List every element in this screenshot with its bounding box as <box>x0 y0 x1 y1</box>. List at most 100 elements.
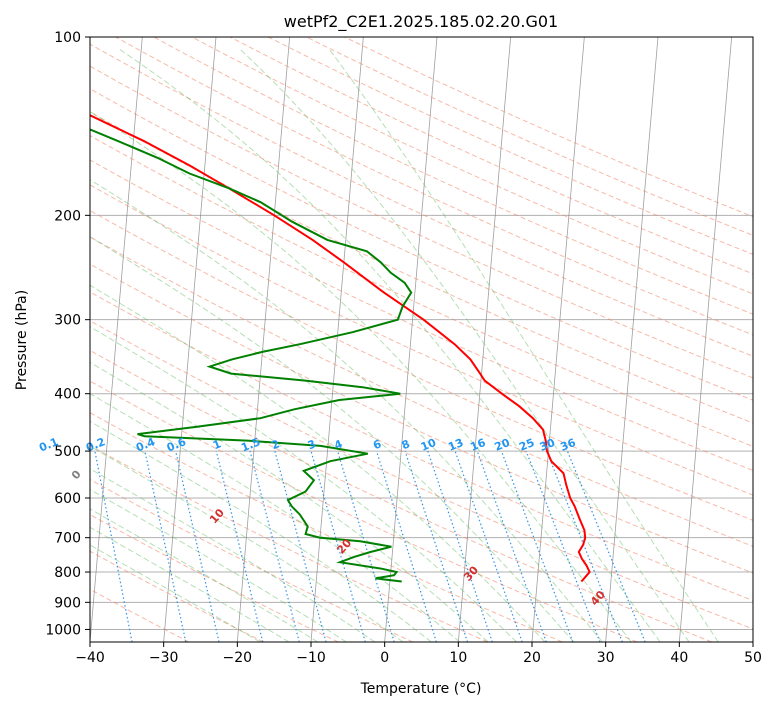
moist-adiabat-line <box>90 361 489 642</box>
mixing-ratio-label: 20 <box>493 436 512 454</box>
dry-adiabat-line <box>344 37 753 218</box>
dry-adiabat-line <box>90 412 563 642</box>
dry-adiabat-line <box>90 88 753 401</box>
y-tick-label: 900 <box>54 595 81 611</box>
moist-adiabat-line <box>90 526 290 642</box>
isotherm-line <box>384 37 438 642</box>
y-tick-label: 200 <box>54 208 81 224</box>
moist-adiabat-line <box>90 445 404 642</box>
dry-adiabat-line <box>306 37 753 236</box>
mixing-ratio-label: 13 <box>446 436 465 454</box>
dry-adiabat-line <box>153 37 753 315</box>
moist-adiabat-line <box>329 49 719 642</box>
dry-adiabat-line <box>115 37 753 336</box>
y-tick-label: 600 <box>54 491 81 507</box>
isotherm-line <box>531 37 585 642</box>
moist-adiabat-line <box>90 544 261 642</box>
mixing-ratio-label: 25 <box>517 436 536 454</box>
mixing-ratio-line <box>94 450 133 642</box>
dry-adiabat-line <box>90 349 712 642</box>
moist-adiabat-line <box>90 326 517 642</box>
x-tick-label: 20 <box>523 650 541 666</box>
mixing-ratio-line <box>427 450 493 642</box>
mixing-ratio-line <box>337 450 395 642</box>
dry-adiabat-label: 0 <box>69 467 84 482</box>
mixing-ratio-line <box>249 450 300 642</box>
isotherm-line <box>678 37 733 642</box>
isotherm-line <box>90 37 143 642</box>
y-tick-label: 800 <box>54 565 81 581</box>
mixing-ratio-label: 36 <box>559 436 578 454</box>
isotherm-line <box>457 37 512 642</box>
x-tick-label: 50 <box>744 650 762 666</box>
x-tick-label: 40 <box>670 650 688 666</box>
isotherm-line <box>752 637 753 642</box>
mixing-ratio-label: 8 <box>400 437 412 452</box>
dry-adiabat-line <box>90 320 753 630</box>
dry-adiabat-line <box>90 184 753 496</box>
x-tick-label: −20 <box>223 650 253 666</box>
dewpoint-profile-line <box>90 128 413 583</box>
x-axis-ticks: −40 −30 −20 −10 0 10 20 30 40 50 <box>75 642 762 666</box>
y-tick-label: 100 <box>54 30 81 46</box>
series-group <box>90 114 591 583</box>
mixing-ratio-line <box>144 450 187 642</box>
y-tick-label: 400 <box>54 387 81 403</box>
moist-adiabat-line <box>90 488 347 642</box>
dry-adiabat-line <box>268 37 753 255</box>
x-axis-label: Temperature (°C) <box>360 681 482 697</box>
y-tick-label: 500 <box>54 444 81 460</box>
isotherm-line <box>605 37 659 642</box>
x-tick-label: 30 <box>597 650 615 666</box>
moist-adiabat-line <box>90 110 632 642</box>
background-lines-group <box>90 37 753 642</box>
dry-adiabat-line <box>90 263 753 574</box>
moist-adiabat-line <box>90 393 461 642</box>
plot-frame <box>89 36 754 643</box>
y-axis-ticks: 100 200 300 400 500 600 700 800 900 1000 <box>45 30 90 638</box>
x-tick-label: 0 <box>380 650 389 666</box>
plot-area <box>90 37 753 642</box>
moist-adiabat-line <box>240 49 690 642</box>
mixing-ratio-label: 1 <box>211 437 223 452</box>
mixing-ratio-line <box>454 450 523 642</box>
moist-adiabat-line <box>90 179 603 642</box>
isotherm-line <box>163 37 217 642</box>
dry-adiabat-line <box>90 135 753 447</box>
dry-adiabat-line <box>90 291 753 602</box>
isotherm-line <box>310 37 364 642</box>
x-tick-label: −40 <box>75 650 105 666</box>
mixing-ratio-line <box>175 450 220 642</box>
mixing-ratio-label: 16 <box>468 436 487 454</box>
moist-adiabat-line <box>90 284 546 642</box>
y-axis-label: Pressure (hPa) <box>14 290 30 390</box>
y-tick-label: 700 <box>54 531 81 547</box>
y-tick-label: 300 <box>54 313 81 329</box>
mixing-ratio-label: 30 <box>538 436 557 454</box>
x-tick-label: −10 <box>296 650 326 666</box>
dry-adiabat-line <box>90 380 638 642</box>
mixing-ratio-label: 3 <box>306 437 318 452</box>
mixing-ratio-line <box>375 450 437 642</box>
dry-adiabat-line <box>90 236 753 547</box>
chart-title: wetPf2_C2E1.2025.185.02.20.G01 <box>284 12 558 32</box>
isotherm-line <box>236 37 291 642</box>
mixing-ratio-line <box>215 450 264 642</box>
moist-adiabat-line <box>90 420 432 642</box>
moist-adiabat-line <box>90 468 376 642</box>
x-tick-label: −30 <box>149 650 179 666</box>
mixing-ratio-line <box>310 450 366 642</box>
moist-adiabat-line <box>90 236 574 642</box>
dry-adiabat-line <box>90 43 753 357</box>
moist-adiabat-line <box>119 49 661 642</box>
x-tick-label: 10 <box>449 650 467 666</box>
temperature-profile-line <box>90 114 591 583</box>
mixing-ratio-line <box>274 450 327 642</box>
moist-adiabat-line <box>90 508 319 642</box>
y-tick-label: 1000 <box>45 622 81 638</box>
mixing-ratio-label: 10 <box>419 436 438 454</box>
mixing-ratio-line <box>476 450 547 642</box>
mixing-ratio-line <box>404 450 469 642</box>
